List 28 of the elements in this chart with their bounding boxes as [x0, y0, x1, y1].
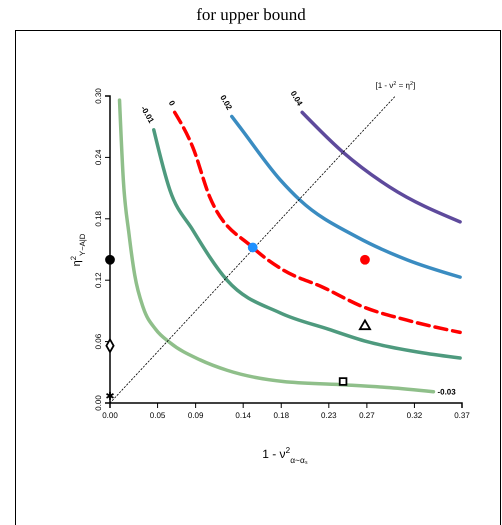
y-tick-label: 0.30 [94, 88, 103, 104]
y-tick-label: 0.06 [94, 333, 103, 350]
series-label: -0.03 [437, 388, 456, 397]
x-tick-label: 0.00 [102, 411, 118, 420]
point [360, 254, 370, 265]
line-series [152, 128, 462, 360]
text: 0 [166, 99, 178, 108]
x-tick-label: 0.23 [321, 411, 338, 420]
chart-title: for upper bound [196, 5, 306, 24]
line-series [230, 114, 462, 279]
y-tick-label: 0.24 [94, 149, 103, 166]
x-tick-label: 0.09 [188, 411, 204, 420]
x-tick-label: 0.05 [150, 411, 166, 420]
point [338, 377, 348, 386]
y-tick-label: 0.18 [94, 210, 103, 227]
x-tick-label: 0.27 [359, 411, 376, 420]
line-series [300, 110, 462, 224]
line-series [172, 110, 462, 334]
point [105, 254, 115, 265]
x-tick-label: 0.37 [454, 411, 470, 420]
x-tick-label: 0.14 [235, 411, 252, 420]
annotation: [1 - ν$^{2}$ = η$^{2}$] [375, 81, 416, 90]
point [248, 242, 258, 252]
x-tick-label: 0.32 [406, 411, 423, 420]
point [106, 390, 114, 401]
x-tick-label: 0.18 [273, 411, 290, 420]
y-tick-label: 0.12 [94, 272, 103, 288]
point [358, 319, 371, 330]
